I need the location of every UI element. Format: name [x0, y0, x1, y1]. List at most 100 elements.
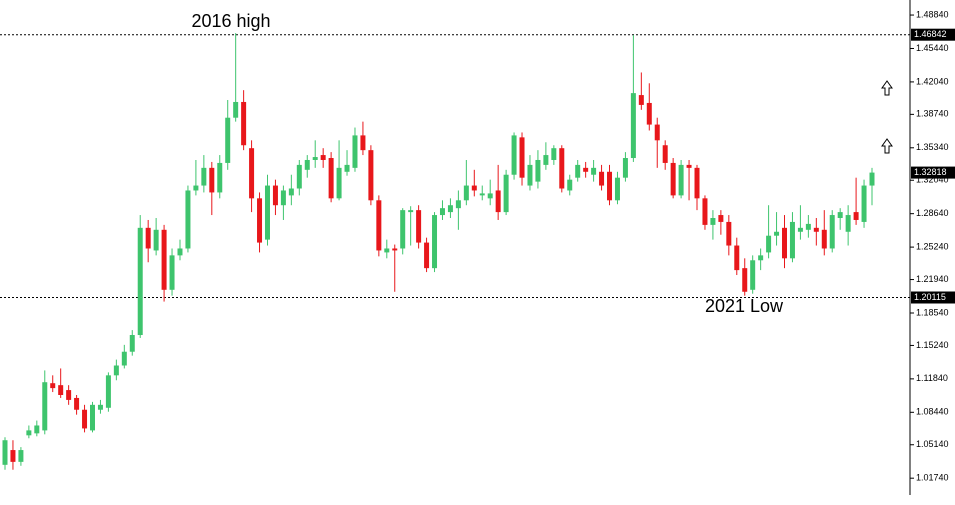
- candle-body: [447, 205, 453, 213]
- candle-body: [750, 260, 756, 290]
- candle-body: [567, 179, 573, 191]
- candle-body: [678, 164, 684, 196]
- candle-body: [225, 117, 231, 163]
- candle-body: [519, 137, 525, 178]
- y-tick-label: 1.08440: [916, 407, 949, 417]
- candle-body: [575, 164, 581, 178]
- candle-body: [495, 190, 501, 213]
- candle-body: [82, 409, 88, 429]
- candle-body: [288, 188, 294, 196]
- candle-body: [622, 158, 628, 178]
- y-tick-label: 1.45440: [916, 43, 949, 53]
- candle-body: [869, 172, 875, 186]
- y-tick-label: 1.25240: [916, 241, 949, 251]
- candle-body: [209, 167, 215, 193]
- candle-body: [368, 150, 374, 201]
- candle-body: [392, 248, 398, 251]
- last-price-box: [911, 166, 955, 179]
- candle-body: [630, 93, 636, 159]
- candle-body: [424, 242, 430, 269]
- y-tick-label: 1.15240: [916, 340, 949, 350]
- candle-body: [177, 248, 183, 256]
- y-tick-label: 1.42040: [916, 76, 949, 86]
- candle-body: [774, 231, 780, 236]
- candle-body: [2, 440, 8, 465]
- y-tick-label: 1.18540: [916, 307, 949, 317]
- candle-body: [455, 200, 461, 209]
- candle-body: [599, 171, 605, 186]
- candle-body: [408, 210, 414, 213]
- candle-body: [193, 185, 199, 191]
- candle-body: [58, 385, 64, 395]
- candle-body: [463, 185, 469, 201]
- y-tick-label: 1.38740: [916, 109, 949, 119]
- annotation: 2016 high: [191, 11, 270, 31]
- candle-body: [591, 167, 597, 175]
- candle-body: [66, 390, 72, 400]
- candle-body: [272, 185, 278, 206]
- candle-body: [18, 450, 24, 462]
- candle-body: [813, 227, 819, 232]
- candle-body: [217, 162, 223, 193]
- candle-body: [694, 167, 700, 199]
- candle-body: [702, 198, 708, 225]
- y-tick-label: 1.32040: [916, 175, 949, 185]
- candle-body: [153, 229, 159, 251]
- candle-body: [42, 382, 48, 431]
- candle-body: [280, 190, 286, 206]
- arrow-icon: [881, 80, 893, 154]
- candle-body: [726, 221, 732, 246]
- level-box: [911, 291, 955, 304]
- candle-body: [861, 185, 867, 222]
- candle-body: [97, 404, 103, 410]
- candle-body: [654, 124, 660, 141]
- candle-body: [400, 210, 406, 249]
- candle-body: [432, 215, 438, 269]
- candle-body: [10, 450, 16, 462]
- candle-body: [344, 164, 350, 172]
- candle-body: [336, 167, 342, 199]
- y-tick-label: 1.21940: [916, 274, 949, 284]
- candle-body: [782, 227, 788, 259]
- candle-body: [89, 404, 95, 431]
- y-tick-label: 1.28640: [916, 208, 949, 218]
- candle-body: [638, 95, 644, 105]
- y-tick-label: 1.48840: [916, 9, 949, 19]
- level-label: 1.20115: [914, 292, 946, 302]
- candle-body: [185, 190, 191, 249]
- candle-body: [805, 223, 811, 230]
- y-tick-label: 1.01740: [916, 473, 949, 483]
- candle-body: [742, 268, 748, 292]
- y-tick-label: 1.05140: [916, 439, 949, 449]
- candle-body: [129, 335, 135, 352]
- candle-body: [471, 185, 477, 191]
- candle-body: [74, 397, 80, 410]
- candle-body: [264, 185, 270, 240]
- candle-body: [439, 208, 445, 216]
- candle-body: [161, 229, 167, 290]
- candle-body: [312, 157, 318, 160]
- y-tick-label: 1.35340: [916, 142, 949, 152]
- candle-body: [384, 248, 390, 253]
- candle-body: [559, 148, 565, 189]
- candle-body: [853, 212, 859, 220]
- candle-body: [503, 174, 509, 213]
- candle-body: [113, 365, 119, 376]
- candle-body: [670, 162, 676, 196]
- candle-body: [352, 135, 358, 168]
- candle-body: [304, 159, 310, 170]
- candle-body: [535, 159, 541, 182]
- candle-body: [583, 167, 589, 172]
- candle-body: [34, 425, 40, 434]
- candle-body: [233, 101, 239, 118]
- candle-body: [718, 215, 724, 222]
- candle-body: [821, 229, 827, 249]
- candle-body: [607, 171, 613, 201]
- y-tick-label: 1.11840: [916, 373, 948, 383]
- candle-body: [50, 383, 56, 389]
- annotation: 2021 Low: [705, 296, 784, 316]
- candle-body: [710, 218, 716, 225]
- candle-body: [837, 212, 843, 219]
